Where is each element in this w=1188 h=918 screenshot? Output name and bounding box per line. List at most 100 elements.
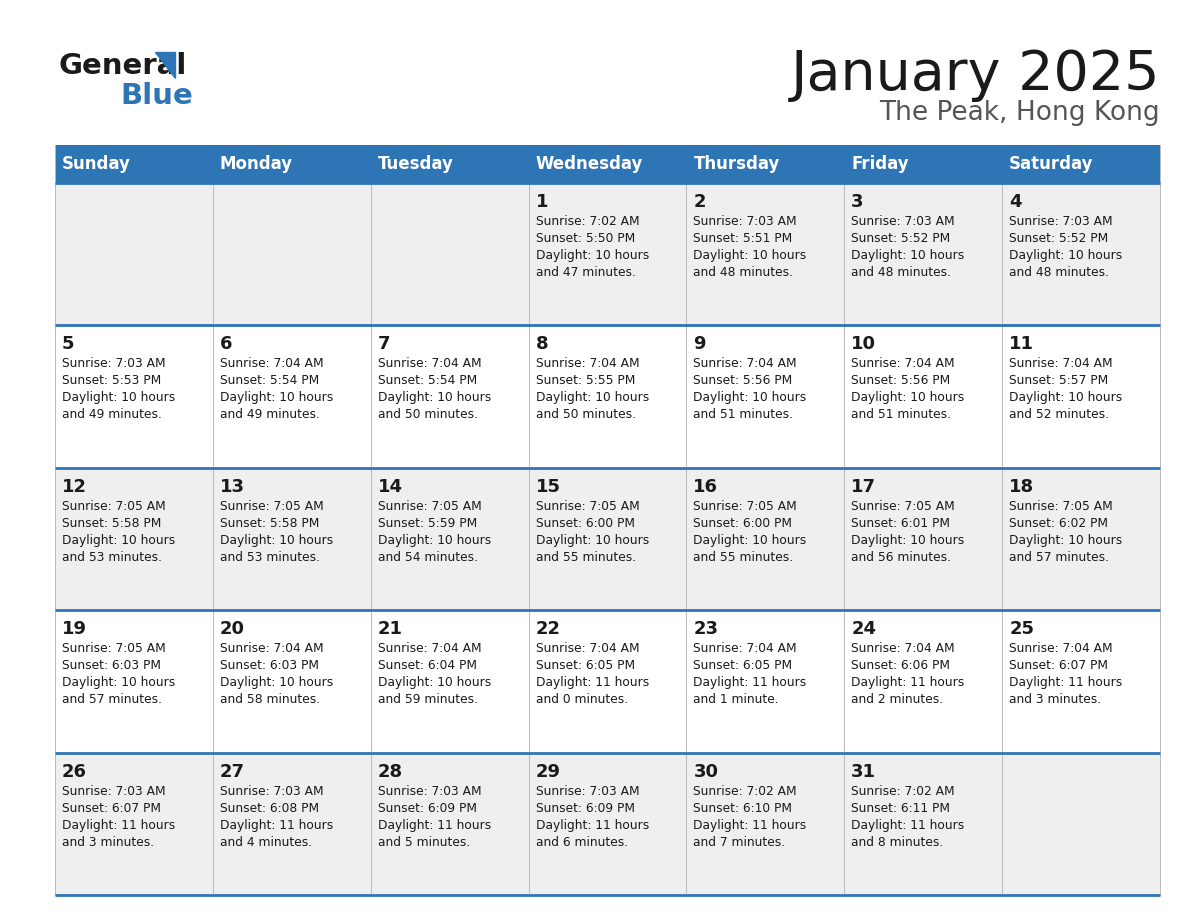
Text: Sunrise: 7:02 AM: Sunrise: 7:02 AM [536,215,639,228]
Text: Sunrise: 7:03 AM: Sunrise: 7:03 AM [694,215,797,228]
Text: Monday: Monday [220,155,293,173]
Text: Sunset: 6:05 PM: Sunset: 6:05 PM [694,659,792,672]
Text: 19: 19 [62,621,87,638]
Text: 4: 4 [1009,193,1022,211]
Text: and 53 minutes.: and 53 minutes. [62,551,162,564]
Text: Sunrise: 7:04 AM: Sunrise: 7:04 AM [220,643,323,655]
Text: Sunset: 5:56 PM: Sunset: 5:56 PM [694,375,792,387]
Bar [371,145,529,183]
Text: 14: 14 [378,477,403,496]
Text: Sunset: 6:08 PM: Sunset: 6:08 PM [220,801,320,814]
Text: Sunrise: 7:03 AM: Sunrise: 7:03 AM [378,785,481,798]
Text: Tuesday: Tuesday [378,155,454,173]
Text: Daylight: 10 hours: Daylight: 10 hours [62,391,176,405]
Text: General: General [58,52,187,80]
Text: Sunset: 6:00 PM: Sunset: 6:00 PM [694,517,792,530]
Text: Daylight: 10 hours: Daylight: 10 hours [852,391,965,405]
Bar [55,610,1159,753]
Text: 2: 2 [694,193,706,211]
Text: 10: 10 [852,335,877,353]
Text: Sunrise: 7:04 AM: Sunrise: 7:04 AM [694,643,797,655]
Text: 17: 17 [852,477,877,496]
Text: and 57 minutes.: and 57 minutes. [62,693,162,706]
Text: Daylight: 11 hours: Daylight: 11 hours [1009,677,1123,689]
Text: January 2025: January 2025 [790,48,1159,102]
Text: Sunrise: 7:05 AM: Sunrise: 7:05 AM [378,499,481,513]
Text: Sunset: 5:58 PM: Sunset: 5:58 PM [62,517,162,530]
Text: Sunrise: 7:05 AM: Sunrise: 7:05 AM [694,499,797,513]
Text: and 7 minutes.: and 7 minutes. [694,835,785,848]
Text: and 1 minute.: and 1 minute. [694,693,779,706]
Text: Sunrise: 7:05 AM: Sunrise: 7:05 AM [852,499,955,513]
Bar [55,468,1159,610]
Text: Sunset: 6:07 PM: Sunset: 6:07 PM [62,801,162,814]
Text: Daylight: 10 hours: Daylight: 10 hours [220,677,333,689]
Text: Sunset: 6:00 PM: Sunset: 6:00 PM [536,517,634,530]
Text: Sunrise: 7:04 AM: Sunrise: 7:04 AM [378,357,481,370]
Text: Sunset: 5:54 PM: Sunset: 5:54 PM [378,375,476,387]
Text: and 6 minutes.: and 6 minutes. [536,835,627,848]
Text: 7: 7 [378,335,390,353]
Bar [1003,145,1159,183]
Text: Sunrise: 7:04 AM: Sunrise: 7:04 AM [852,643,955,655]
Text: Friday: Friday [852,155,909,173]
Text: Daylight: 11 hours: Daylight: 11 hours [378,819,491,832]
Text: Daylight: 10 hours: Daylight: 10 hours [62,533,176,547]
Text: and 50 minutes.: and 50 minutes. [378,409,478,421]
Text: and 52 minutes.: and 52 minutes. [1009,409,1110,421]
Text: Sunrise: 7:03 AM: Sunrise: 7:03 AM [536,785,639,798]
Text: 22: 22 [536,621,561,638]
Text: 5: 5 [62,335,75,353]
Text: Sunset: 5:56 PM: Sunset: 5:56 PM [852,375,950,387]
Text: Sunrise: 7:02 AM: Sunrise: 7:02 AM [852,785,955,798]
Text: Sunset: 6:03 PM: Sunset: 6:03 PM [220,659,318,672]
Text: Daylight: 10 hours: Daylight: 10 hours [378,533,491,547]
Text: Daylight: 10 hours: Daylight: 10 hours [536,391,649,405]
Text: Daylight: 10 hours: Daylight: 10 hours [378,391,491,405]
Text: 29: 29 [536,763,561,780]
Text: Daylight: 10 hours: Daylight: 10 hours [1009,533,1123,547]
Text: 21: 21 [378,621,403,638]
Text: Sunset: 6:10 PM: Sunset: 6:10 PM [694,801,792,814]
Text: Sunset: 5:51 PM: Sunset: 5:51 PM [694,232,792,245]
Text: Daylight: 10 hours: Daylight: 10 hours [694,249,807,262]
Text: and 51 minutes.: and 51 minutes. [852,409,952,421]
Text: Sunset: 6:07 PM: Sunset: 6:07 PM [1009,659,1108,672]
Text: Sunrise: 7:03 AM: Sunrise: 7:03 AM [62,785,165,798]
Text: Sunset: 6:05 PM: Sunset: 6:05 PM [536,659,634,672]
Text: Daylight: 10 hours: Daylight: 10 hours [694,533,807,547]
Text: 24: 24 [852,621,877,638]
Text: Sunrise: 7:04 AM: Sunrise: 7:04 AM [1009,357,1113,370]
Text: Sunset: 5:54 PM: Sunset: 5:54 PM [220,375,320,387]
Text: Thursday: Thursday [694,155,779,173]
Text: Sunset: 5:58 PM: Sunset: 5:58 PM [220,517,320,530]
Text: Daylight: 11 hours: Daylight: 11 hours [694,819,807,832]
Text: Sunrise: 7:04 AM: Sunrise: 7:04 AM [694,357,797,370]
Text: Sunset: 5:50 PM: Sunset: 5:50 PM [536,232,634,245]
Text: and 8 minutes.: and 8 minutes. [852,835,943,848]
Text: and 49 minutes.: and 49 minutes. [220,409,320,421]
Text: and 3 minutes.: and 3 minutes. [1009,693,1101,706]
Text: 26: 26 [62,763,87,780]
Text: and 48 minutes.: and 48 minutes. [694,266,794,279]
Text: 28: 28 [378,763,403,780]
Text: Sunrise: 7:03 AM: Sunrise: 7:03 AM [852,215,955,228]
Text: Sunset: 6:09 PM: Sunset: 6:09 PM [536,801,634,814]
Text: Daylight: 10 hours: Daylight: 10 hours [378,677,491,689]
Text: Sunrise: 7:05 AM: Sunrise: 7:05 AM [1009,499,1113,513]
Text: 16: 16 [694,477,719,496]
Text: Sunrise: 7:04 AM: Sunrise: 7:04 AM [536,643,639,655]
Text: Saturday: Saturday [1009,155,1094,173]
Text: Sunday: Sunday [62,155,131,173]
Text: Sunset: 6:06 PM: Sunset: 6:06 PM [852,659,950,672]
Text: 6: 6 [220,335,233,353]
Text: 13: 13 [220,477,245,496]
Bar [55,183,1159,325]
Text: Sunset: 6:09 PM: Sunset: 6:09 PM [378,801,476,814]
Text: Sunrise: 7:03 AM: Sunrise: 7:03 AM [62,357,165,370]
Text: 18: 18 [1009,477,1035,496]
Bar [529,145,687,183]
Text: Sunrise: 7:04 AM: Sunrise: 7:04 AM [220,357,323,370]
Text: Daylight: 10 hours: Daylight: 10 hours [694,391,807,405]
Text: and 4 minutes.: and 4 minutes. [220,835,312,848]
